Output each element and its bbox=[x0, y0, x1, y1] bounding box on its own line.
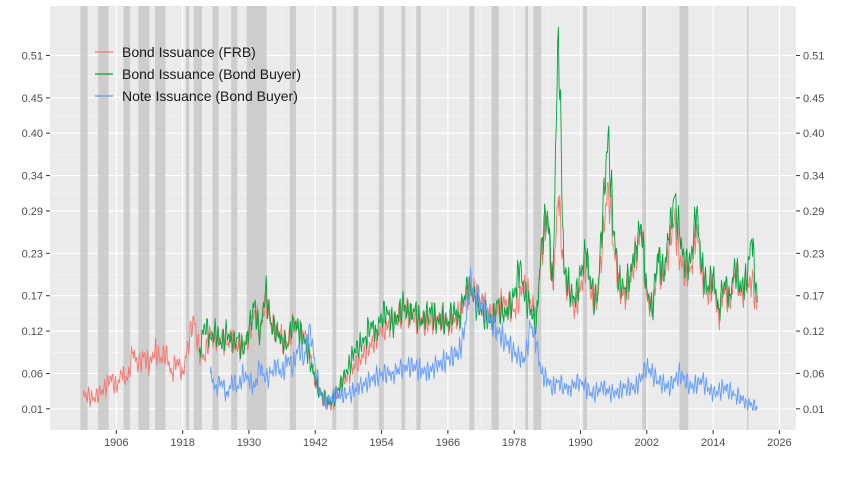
recession-band bbox=[583, 6, 588, 430]
series-line-3 bbox=[209, 266, 758, 411]
y-tick-label-left: 0.17 bbox=[22, 291, 43, 303]
recession-band bbox=[138, 6, 150, 430]
x-tick-label: 1906 bbox=[104, 437, 128, 449]
x-tick-label: 2002 bbox=[635, 437, 659, 449]
recession-band bbox=[679, 6, 689, 430]
y-tick-label-right: 0.17 bbox=[803, 291, 824, 303]
y-tick-label-left: 0.40 bbox=[22, 128, 43, 140]
recession-band bbox=[401, 6, 406, 430]
y-tick-label-left: 0.29 bbox=[22, 206, 43, 218]
recession-band bbox=[193, 6, 202, 430]
recession-band bbox=[642, 6, 647, 430]
recession-band bbox=[123, 6, 131, 430]
recession-band bbox=[80, 6, 88, 430]
legend-label-2: Bond Issuance (Bond Buyer) bbox=[122, 66, 301, 82]
recession-band bbox=[416, 6, 421, 430]
y-axis-left: 0.01 0.06 0.12 0.17 0.23 0.29 0.34 0.40 0.45 0.51 bbox=[22, 50, 50, 416]
recession-band bbox=[332, 6, 337, 430]
y-tick-label-right: 0.12 bbox=[803, 326, 824, 338]
y-tick-label-right: 0.01 bbox=[803, 404, 824, 416]
y-tick-label-right: 0.29 bbox=[803, 206, 824, 218]
x-tick-label: 2026 bbox=[767, 437, 791, 449]
y-axis-right: 0.01 0.06 0.12 0.17 0.23 0.29 0.34 0.40 0.45 0.51 bbox=[796, 50, 824, 416]
y-tick-label-right: 0.51 bbox=[803, 50, 824, 62]
y-tick-label-left: 0.45 bbox=[22, 93, 43, 105]
y-tick-label-right: 0.45 bbox=[803, 93, 824, 105]
major-gridlines bbox=[50, 6, 796, 430]
recession-band bbox=[525, 6, 528, 430]
y-tick-label-right: 0.23 bbox=[803, 248, 824, 260]
legend-label-1: Bond Issuance (FRB) bbox=[122, 44, 256, 60]
legend: Bond Issuance (FRB) Bond Issuance (Bond B… bbox=[95, 44, 301, 104]
recession-band bbox=[533, 6, 542, 430]
y-tick-label-right: 0.34 bbox=[803, 171, 824, 183]
y-tick-label-left: 0.23 bbox=[22, 248, 43, 260]
y-tick-label-left: 0.51 bbox=[22, 50, 43, 62]
recession-band bbox=[491, 6, 499, 430]
x-tick-label: 1954 bbox=[369, 437, 393, 449]
recession-band bbox=[231, 6, 238, 430]
recession-band bbox=[469, 6, 475, 430]
y-tick-label-left: 0.12 bbox=[22, 326, 43, 338]
recession-band bbox=[98, 6, 109, 430]
recession-band bbox=[185, 6, 190, 430]
recession-band bbox=[746, 6, 749, 430]
y-tick-label-left: 0.34 bbox=[22, 171, 43, 183]
x-tick-label: 2014 bbox=[701, 437, 725, 449]
recession-band bbox=[154, 6, 166, 430]
recession-band bbox=[353, 6, 359, 430]
recession-band bbox=[212, 6, 219, 430]
x-tick-label: 1966 bbox=[436, 437, 460, 449]
y-tick-label-left: 0.01 bbox=[22, 404, 43, 416]
recession-band bbox=[378, 6, 384, 430]
y-tick-label-left: 0.06 bbox=[22, 368, 43, 380]
x-tick-label: 1978 bbox=[502, 437, 526, 449]
series-lines bbox=[82, 26, 758, 411]
x-tick-label: 1930 bbox=[237, 437, 261, 449]
x-tick-label: 1918 bbox=[170, 437, 194, 449]
recession-band bbox=[289, 6, 296, 430]
x-tick-label: 1990 bbox=[568, 437, 592, 449]
y-tick-label-right: 0.06 bbox=[803, 368, 824, 380]
legend-label-3: Note Issuance (Bond Buyer) bbox=[122, 88, 298, 104]
y-tick-label-right: 0.40 bbox=[803, 128, 824, 140]
x-axis: 1906 1918 1930 1942 1954 1966 1978 1990 2002 2014… bbox=[104, 430, 792, 449]
x-tick-label: 1942 bbox=[303, 437, 327, 449]
